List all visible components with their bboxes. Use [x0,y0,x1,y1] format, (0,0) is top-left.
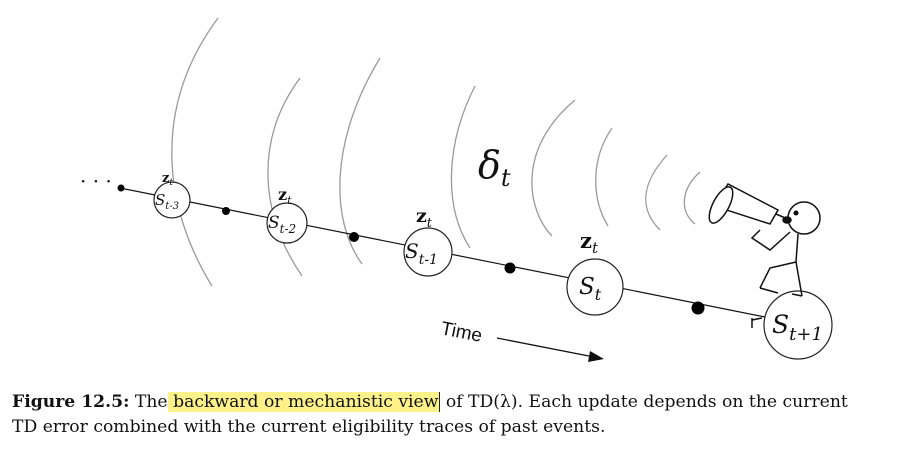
transition-dot-1 [222,207,230,215]
svg-text:δt: δt [478,143,511,192]
trajectory-line [119,187,801,325]
svg-text:St-1: St-1 [405,239,438,268]
wave-arc-2 [267,77,303,277]
wave-arc-6 [595,127,613,227]
transition-dot-4 [691,301,705,315]
wave-arc-7 [645,154,668,231]
ellipsis: · · · [80,169,112,193]
person-head [787,201,821,235]
svg-text:zt: zt [162,171,173,188]
wave-arc-5 [531,99,576,237]
wave-arc-8 [683,171,701,225]
trace-label-t-2: zt [278,185,292,207]
state-node-t: St [566,258,624,316]
state-node-t-1: St-1 [403,227,453,277]
svg-text:St-2: St-2 [268,213,296,236]
caption-text-end: of TD(λ). Each update depends on the cur… [440,392,848,412]
time-arrow [496,337,604,362]
transition-dot-2 [349,232,359,242]
wave-arc-4 [450,85,476,249]
trace-label-t-3: zt [162,171,173,188]
figure-caption: Figure 12.5: The backward or mechanistic… [12,390,917,440]
td-error-waves [171,17,701,287]
megaphone-person-icon [708,183,821,328]
trace-label-t-1: zt [416,205,433,231]
svg-text:St-3: St-3 [155,191,179,212]
transition-dot-0 [117,184,125,192]
wave-arc-3 [339,57,381,265]
state-node-t-3: St-3 [153,181,191,219]
td-error-label: δt [478,143,511,192]
caption-line-1: Figure 12.5: The backward or mechanistic… [12,390,917,415]
caption-line-2: TD error combined with the current eligi… [12,417,606,437]
trace-label-t: zt [580,228,599,257]
figure-label: Figure 12.5: [12,392,130,412]
svg-text:zt: zt [580,228,599,257]
highlighted-text[interactable]: backward or mechanistic view [167,392,441,412]
transition-dot-3 [504,262,516,274]
backward-view-diagram: · · · St-3 zt St-2 zt St [80,17,833,362]
svg-text:zt: zt [278,185,292,207]
svg-text:St: St [579,274,602,304]
state-node-t-plus-1: St+1 [763,290,833,360]
wave-arc-1 [171,17,219,287]
svg-text:St+1: St+1 [772,310,823,345]
svg-text:zt: zt [416,205,433,231]
state-node-t-2: St-2 [266,202,308,244]
caption-text-start: The [129,392,168,412]
time-label: Time [439,318,484,347]
